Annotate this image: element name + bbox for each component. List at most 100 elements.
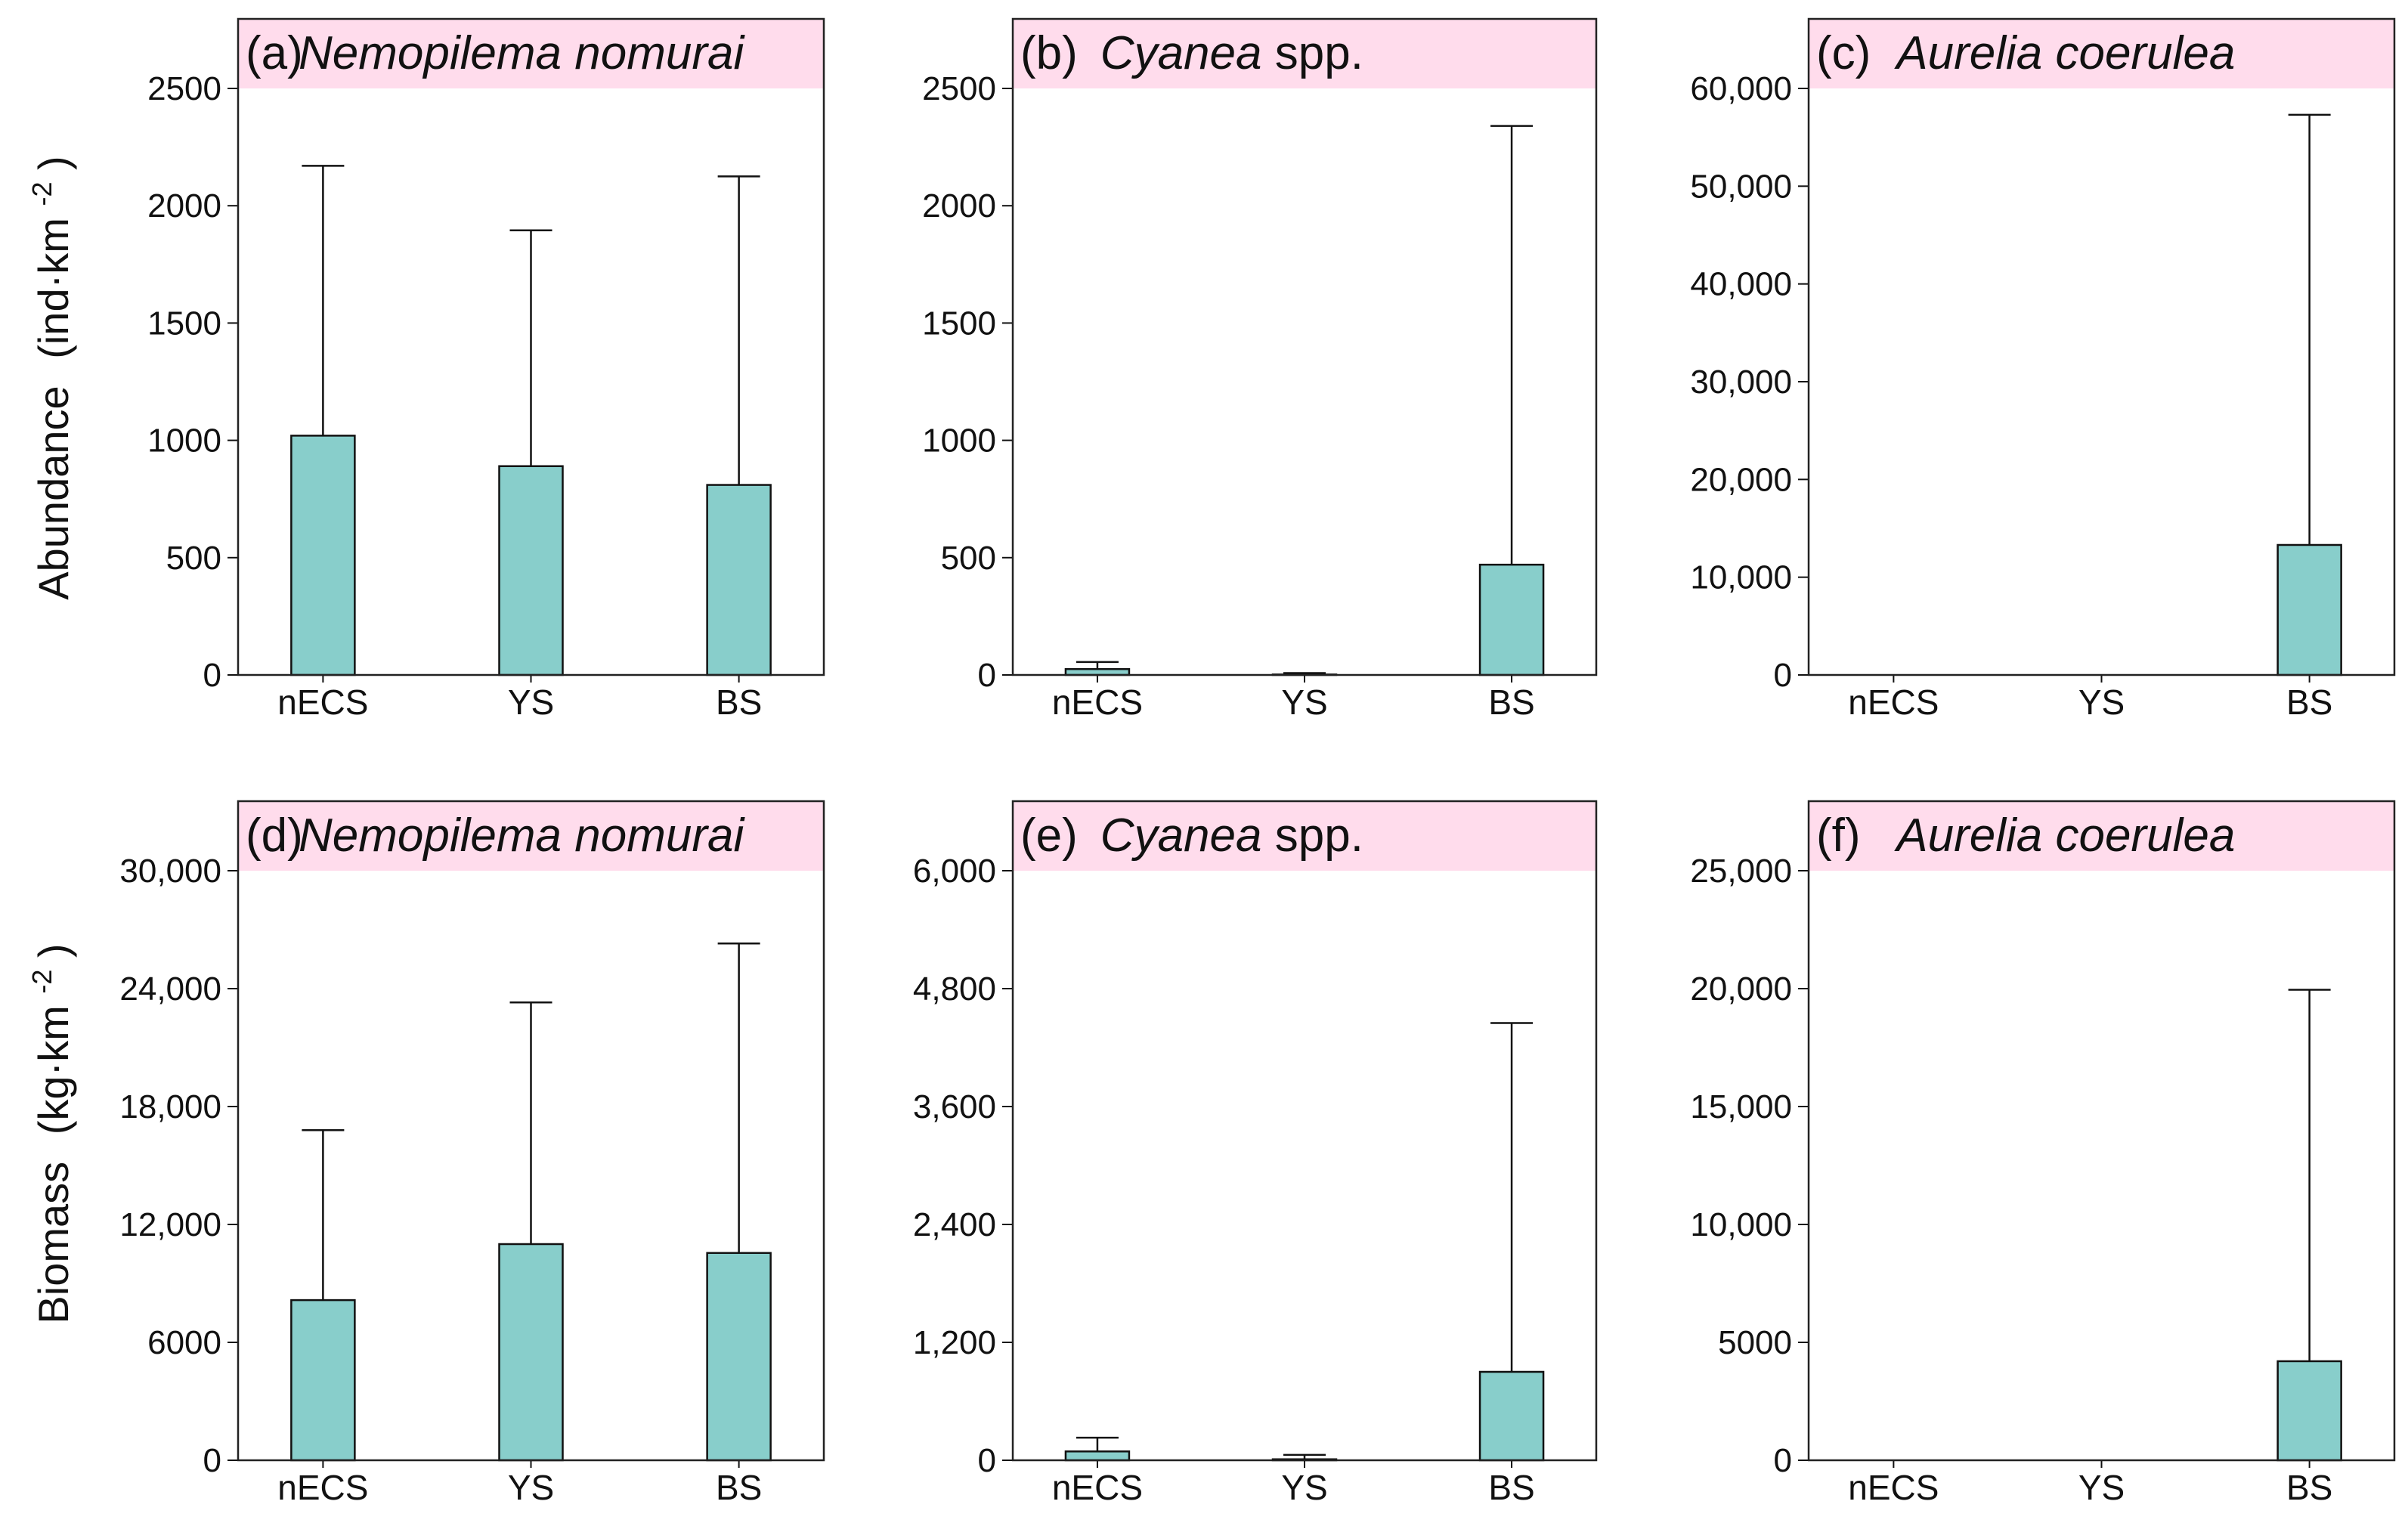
- x-tick-label-nECS: nECS: [1848, 683, 1939, 722]
- y-tick-label: 24,000: [119, 970, 221, 1008]
- y-tick-label: 20,000: [1690, 970, 1792, 1008]
- y-tick-label: 0: [978, 657, 996, 694]
- bar-BS: [1478, 563, 1545, 676]
- abundance-label-close: ): [29, 156, 77, 170]
- panel-d-frame: [237, 800, 825, 1462]
- panel-tag-c: (c): [1816, 27, 1871, 79]
- panel-title-species: Aurelia coerulea: [1893, 27, 2235, 79]
- biomass-label-exponent: -2: [26, 970, 57, 994]
- bar-BS: [2276, 543, 2342, 676]
- y-tick-label: 2000: [147, 187, 221, 224]
- bar-YS: [498, 465, 564, 676]
- panel-a: 0 500 1000 1500 2000 2500 nECS YS BS (a)Nemopilem…: [147, 17, 825, 722]
- y-tick-label: 12,000: [119, 1206, 221, 1243]
- biomass-label-unit: (kg·km: [29, 1005, 77, 1135]
- panel-e: 0 1,200 2,400 3,600 4,800 6,000 nECS YS BS (e) Cya…: [913, 800, 1598, 1507]
- y-tick-label: 30,000: [1690, 364, 1792, 401]
- bar-nECS: [290, 1299, 356, 1462]
- y-tick-label: 15,000: [1690, 1088, 1792, 1125]
- x-tick-label-BS: BS: [2286, 683, 2332, 722]
- panel-a-frame: [237, 17, 825, 676]
- panel-title-species: Nemopilema nomurai: [299, 27, 745, 79]
- bar-nECS: [1064, 1450, 1131, 1462]
- bar-BS: [706, 1252, 772, 1462]
- panel-b-title-band: [1013, 19, 1596, 88]
- panel-title-e: Cyanea spp.: [1100, 809, 1363, 862]
- panel-title-suffix: spp.: [1262, 809, 1363, 862]
- panel-b-frame: [1011, 17, 1598, 676]
- panel-f-frame: [1807, 800, 2396, 1462]
- x-tick-label-nECS: nECS: [1052, 1468, 1143, 1507]
- x-tick-label-BS: BS: [1488, 1468, 1534, 1507]
- panel-a-title-band: [238, 19, 824, 88]
- y-tick-label: 10,000: [1690, 559, 1792, 596]
- panel-tag-e: (e): [1020, 809, 1078, 862]
- panel-c-title-band: [1809, 19, 2394, 88]
- panel-f-title-band: [1809, 801, 2394, 871]
- bar-BS: [2276, 1360, 2342, 1462]
- y-tick-label: 1000: [147, 423, 221, 460]
- y-tick-label: 0: [1774, 657, 1792, 694]
- row-label-abundance: Abundance (ind·km -2 ): [13, 156, 77, 599]
- panel-title-species: Aurelia coerulea: [1893, 809, 2235, 862]
- y-tick-label: 40,000: [1690, 266, 1792, 303]
- y-tick-label: 60,000: [1690, 70, 1792, 107]
- y-tick-label: 500: [941, 540, 996, 577]
- y-tick-label: 4,800: [913, 970, 996, 1008]
- x-tick-label-YS: YS: [508, 683, 554, 722]
- y-tick-label: 2500: [922, 70, 996, 107]
- x-tick-label-BS: BS: [716, 1468, 762, 1507]
- bar-BS: [706, 484, 772, 676]
- abundance-label-exponent: -2: [26, 182, 57, 206]
- x-tick-label-BS: BS: [2286, 1468, 2332, 1507]
- x-tick-label-nECS: nECS: [1848, 1468, 1939, 1507]
- panel-e-title-band: [1013, 801, 1596, 871]
- y-tick-label: 500: [166, 540, 221, 577]
- panel-tag-d: (d): [246, 809, 303, 862]
- y-tick-label: 3,600: [913, 1088, 996, 1125]
- y-tick-label: 1,200: [913, 1324, 996, 1361]
- bar-BS: [1478, 1370, 1545, 1462]
- panel-f: 0 5000 10,000 15,000 20,000 25,000 nECS YS BS (f)…: [1690, 800, 2396, 1507]
- panel-d: 0 6000 12,000 18,000 24,000 30,000 nECS YS BS (d)…: [119, 800, 825, 1507]
- y-tick-label: 6000: [147, 1324, 221, 1361]
- x-tick-label-YS: YS: [2078, 683, 2125, 722]
- x-tick-label-YS: YS: [1281, 683, 1327, 722]
- panel-tag-f: (f): [1816, 809, 1861, 862]
- x-tick-label-YS: YS: [1281, 1468, 1327, 1507]
- y-tick-label: 0: [203, 1442, 221, 1479]
- y-tick-label: 0: [203, 657, 221, 694]
- abundance-label-text: Abundance: [29, 385, 77, 599]
- y-tick-label: 1500: [147, 305, 221, 342]
- panel-c-frame: [1807, 17, 2396, 676]
- panel-b: 0 500 1000 1500 2000 2500 nECS YS BS (b) Cyanea sp…: [922, 17, 1598, 722]
- y-tick-label: 50,000: [1690, 168, 1792, 205]
- panel-title-suffix: spp.: [1262, 27, 1363, 79]
- row-label-biomass: Biomass (kg·km -2 ): [13, 943, 77, 1323]
- x-tick-label-YS: YS: [508, 1468, 554, 1507]
- y-tick-label: 0: [1774, 1442, 1792, 1479]
- y-tick-label: 2000: [922, 187, 996, 224]
- biomass-label-text: Biomass: [29, 1162, 77, 1324]
- biomass-label-close: ): [29, 943, 77, 958]
- panel-title-d: Nemopilema nomurai: [299, 809, 745, 862]
- y-tick-label: 5000: [1718, 1324, 1792, 1361]
- y-tick-label: 2500: [147, 70, 221, 107]
- y-tick-label: 25,000: [1690, 853, 1792, 890]
- panel-title-species: Cyanea: [1100, 27, 1262, 79]
- y-tick-label: 20,000: [1690, 461, 1792, 498]
- y-tick-label: 1500: [922, 305, 996, 342]
- y-tick-label: 2,400: [913, 1206, 996, 1243]
- panel-e-frame: [1011, 800, 1598, 1462]
- panel-title-species: Cyanea: [1100, 809, 1262, 862]
- y-tick-label: 10,000: [1690, 1206, 1792, 1243]
- bar-YS: [498, 1243, 564, 1462]
- panel-title-species: Nemopilema nomurai: [299, 809, 745, 862]
- panel-title-c: Aurelia coerulea: [1893, 27, 2235, 79]
- y-tick-label: 30,000: [119, 853, 221, 890]
- panel-c: 0 10,000 20,000 30,000 40,000 50,000 60,000 nEC…: [1690, 17, 2396, 722]
- panel-title-b: Cyanea spp.: [1100, 27, 1363, 79]
- x-tick-label-YS: YS: [2078, 1468, 2125, 1507]
